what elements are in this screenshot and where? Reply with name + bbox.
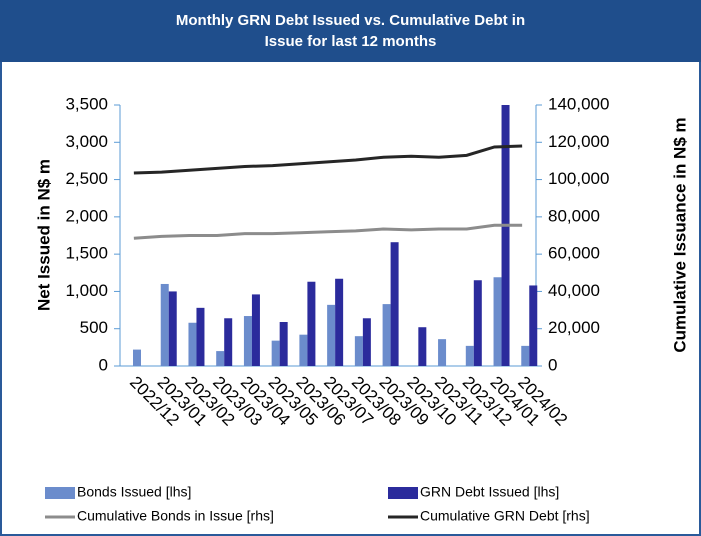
y2-tick-label: 120,000 (548, 132, 609, 151)
legend-swatch (45, 487, 75, 499)
bar (521, 345, 530, 366)
bar (327, 304, 336, 366)
bar (251, 294, 260, 366)
y-tick-label: 3,500 (65, 94, 108, 113)
bar (196, 307, 205, 366)
bar (160, 283, 169, 366)
bar (279, 322, 288, 366)
bar (133, 349, 141, 366)
y-tick-label: 500 (80, 318, 108, 337)
legend-label: Bonds Issued [lhs] (77, 484, 191, 500)
y2-tick-label: 140,000 (548, 94, 609, 113)
y-tick-label: 1,500 (65, 244, 108, 263)
line (133, 223, 523, 240)
y-tick-label: 3,000 (65, 132, 108, 151)
bar (354, 336, 363, 366)
y2-tick-label: 20,000 (548, 318, 600, 337)
y-tick-label: 1,000 (65, 281, 108, 300)
y-tick-label: 0 (99, 355, 108, 374)
y2-tick-label: 0 (548, 355, 557, 374)
bar (418, 327, 427, 366)
bar (390, 242, 399, 366)
title-banner: Monthly GRN Debt Issued vs. Cumulative D… (0, 0, 701, 62)
y2-tick-label: 60,000 (548, 244, 600, 263)
bar (299, 334, 308, 366)
bar (438, 339, 447, 366)
bar (382, 304, 391, 366)
y2-tick-label: 40,000 (548, 281, 600, 300)
bar (501, 105, 510, 366)
bar (362, 318, 371, 366)
legend-swatch (388, 487, 418, 499)
bar (493, 277, 502, 366)
bar (271, 340, 280, 366)
bar (188, 322, 197, 366)
legend-label: Cumulative Bonds in Issue [rhs] (77, 508, 274, 524)
y2-axis-title: Cumulative Issuance in N$ m (670, 117, 689, 352)
bar (224, 318, 233, 366)
y2-tick-label: 80,000 (548, 206, 600, 225)
legend-label: GRN Debt Issued [lhs] (420, 484, 559, 500)
bar (335, 278, 344, 366)
y-axis-title: Net Issued in N$ m (34, 159, 53, 311)
y-tick-label: 2,500 (65, 169, 108, 188)
y2-tick-label: 100,000 (548, 169, 609, 188)
chart-title: Monthly GRN Debt Issued vs. Cumulative D… (175, 12, 526, 50)
bar (243, 316, 252, 366)
bar (216, 351, 225, 366)
bar (307, 281, 316, 366)
bar (465, 345, 474, 366)
bar (168, 291, 177, 366)
line (133, 144, 523, 175)
legend-label: Cumulative GRN Debt [rhs] (420, 508, 590, 524)
bar (529, 285, 538, 366)
y-tick-label: 2,000 (65, 206, 108, 225)
bar (473, 280, 482, 366)
